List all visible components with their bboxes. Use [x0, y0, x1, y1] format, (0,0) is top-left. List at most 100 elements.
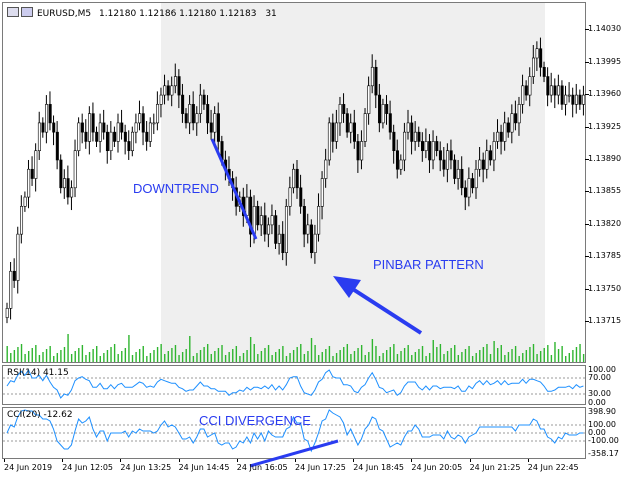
candle-body — [102, 122, 106, 133]
cci-level-min: -358.17 — [588, 449, 619, 458]
volume-bar — [479, 350, 481, 362]
volume-bar — [221, 345, 223, 362]
candle-body — [95, 131, 99, 142]
volume-bar — [124, 348, 127, 362]
candle-body — [392, 131, 396, 152]
volume-bar — [471, 356, 474, 362]
volume-bar — [56, 353, 59, 362]
volume-bar — [389, 347, 391, 362]
chart-header: EURUSD,M5 1.12180 1.12186 1.12180 1.1218… — [7, 7, 277, 19]
time-tick — [236, 459, 238, 462]
rsi-pane[interactable]: RSI(14) 41.15 — [2, 365, 586, 405]
chart-window-icon[interactable] — [7, 7, 19, 17]
volume-bar — [307, 351, 309, 362]
rsi-level-70: 70.00 — [588, 373, 611, 382]
candle-body — [474, 168, 478, 189]
volume-bar — [206, 344, 209, 362]
volume-bar — [335, 353, 338, 362]
volume-bar — [310, 338, 313, 362]
time-tick-label: 24 Jun 17:25 — [295, 463, 346, 472]
candle-body — [37, 122, 41, 152]
candle-body — [567, 94, 571, 97]
candle-body — [274, 215, 278, 244]
ohlc-readout: 1.12180 1.12186 1.12180 1.12183 — [99, 9, 257, 19]
time-tick-label: 24 Jun 14:45 — [178, 463, 230, 472]
candle-body — [327, 122, 331, 161]
volume-bar — [561, 346, 563, 362]
candle-body — [492, 141, 496, 161]
candle-body — [424, 141, 428, 152]
candle-body — [120, 122, 124, 133]
volume-bar — [10, 353, 12, 362]
candle-body — [195, 113, 199, 124]
volume-bar — [565, 356, 567, 362]
candle-body — [489, 150, 493, 161]
time-tick-label: 24 Jun 2019 — [4, 463, 53, 472]
volume-bar — [117, 354, 119, 362]
price-chart[interactable] — [3, 3, 585, 362]
time-tick — [469, 459, 471, 462]
candle-body — [485, 150, 489, 170]
volume-bar — [224, 355, 227, 362]
volume-bar — [88, 352, 91, 362]
price-tick — [585, 191, 589, 193]
price-chart-pane[interactable]: EURUSD,M5 1.12180 1.12186 1.12180 1.1218… — [2, 2, 586, 363]
volume-bar — [500, 345, 502, 362]
volume-bar — [543, 348, 545, 362]
candle-body — [506, 122, 510, 133]
candle-body — [299, 187, 303, 207]
volume-bar — [185, 349, 187, 362]
candle-body — [528, 76, 532, 96]
candle-body — [356, 141, 360, 161]
candle-body — [449, 150, 453, 161]
volume-bar — [267, 345, 270, 362]
volume-bar — [446, 351, 449, 362]
volume-bar — [464, 349, 467, 362]
chart-type-icon[interactable] — [21, 7, 33, 17]
candle-body — [16, 233, 20, 281]
cci-chart — [3, 409, 585, 453]
candle-body — [80, 122, 84, 133]
volume-bar — [45, 349, 48, 362]
volume-bar — [81, 345, 84, 362]
cci-divergence-label: CCI DIVERGENCE — [199, 413, 311, 428]
candle-body — [5, 308, 9, 318]
volume-bar — [343, 347, 345, 362]
candles — [5, 37, 585, 324]
volume-bar — [74, 351, 76, 362]
volume-bar — [96, 346, 98, 362]
candle-body — [514, 113, 518, 124]
time-tick — [527, 459, 529, 462]
volume-bar — [156, 347, 159, 362]
candle-body — [91, 113, 95, 133]
volume-bar — [350, 354, 352, 362]
candle-body — [546, 76, 550, 96]
volume-bar — [454, 345, 456, 362]
candle-body — [313, 233, 317, 254]
volume-bar — [357, 348, 359, 362]
candle-body — [571, 94, 575, 105]
candle-body — [460, 168, 464, 189]
volume-bar — [325, 349, 327, 362]
candle-body — [463, 187, 467, 198]
cci-pane[interactable]: CCI(20) -12.62 CCI DIVERGENCE — [2, 407, 586, 459]
candle-body — [521, 85, 525, 105]
volume-bar — [393, 344, 395, 362]
time-tick-label: 24 Jun 13:25 — [120, 463, 172, 472]
volume-bar — [164, 354, 166, 362]
volume-bar — [103, 353, 105, 362]
candle-body — [310, 224, 314, 254]
candle-body — [324, 159, 328, 179]
volume-bar — [292, 350, 295, 362]
downtrend-line — [210, 138, 258, 240]
candle-body — [48, 104, 52, 124]
price-tick-label: 1.13890 — [588, 153, 622, 163]
volume-bar — [436, 347, 438, 362]
candle-body — [388, 113, 392, 133]
volume-bar — [278, 349, 280, 362]
price-tick — [585, 158, 589, 160]
candle-body — [442, 159, 446, 170]
volume-bar — [53, 356, 55, 362]
candle-body — [395, 150, 399, 170]
volume-bar — [285, 356, 288, 362]
